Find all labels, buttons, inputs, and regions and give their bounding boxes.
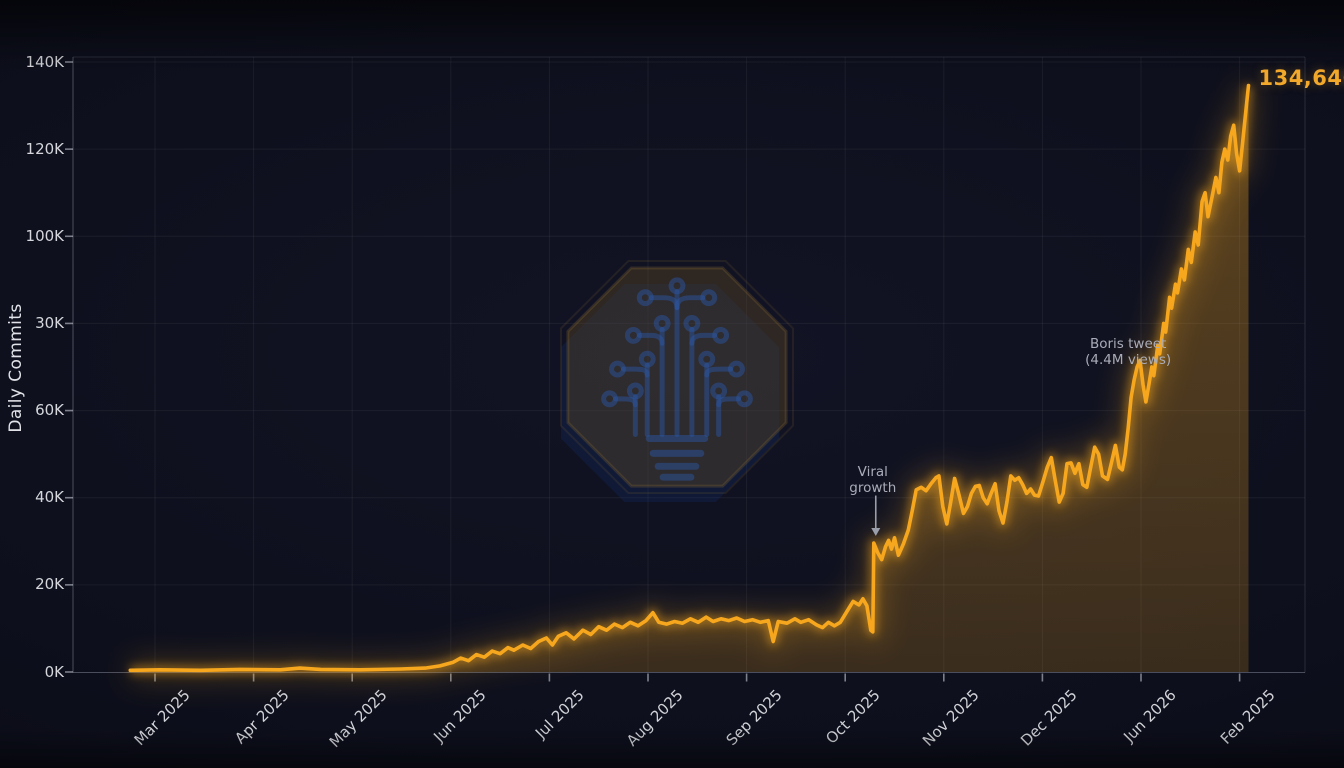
y-tick-label: 120K bbox=[25, 139, 64, 158]
y-axis-title: Daily Commits bbox=[6, 303, 26, 433]
watermark-outer-ring bbox=[559, 260, 795, 495]
area-fill bbox=[130, 85, 1249, 672]
watermark-shadow-octagon bbox=[560, 283, 780, 502]
y-tick-label: 30K bbox=[35, 313, 64, 332]
annotation-line: Viral bbox=[857, 464, 888, 481]
annotation-line: (4.4M views) bbox=[1085, 352, 1172, 369]
y-tick-label: 60K bbox=[35, 401, 64, 420]
daily-commits-line bbox=[128, 83, 1251, 673]
annotation-line: growth bbox=[849, 480, 897, 497]
boris-tweet-annotation: Boris tweet (4.4M views) bbox=[1058, 336, 1198, 368]
circuit-tree-icon bbox=[601, 277, 753, 438]
y-tick-label: 40K bbox=[35, 488, 64, 507]
annotation-arrow bbox=[871, 495, 881, 537]
end-value-label: 134,646 bbox=[1258, 66, 1344, 91]
watermark-octagon bbox=[566, 266, 788, 488]
y-tick-label: 0K bbox=[44, 662, 64, 681]
annotation-line: Boris tweet bbox=[1089, 336, 1167, 353]
y-tick-label: 100K bbox=[25, 226, 64, 245]
circuit-tree-octagon-watermark bbox=[559, 260, 795, 502]
lightbulb-base-icon bbox=[645, 435, 709, 481]
viral-growth-annotation: Viral growth bbox=[813, 464, 933, 496]
y-tick-label: 20K bbox=[35, 575, 64, 594]
y-tick-label: 140K bbox=[25, 52, 64, 71]
